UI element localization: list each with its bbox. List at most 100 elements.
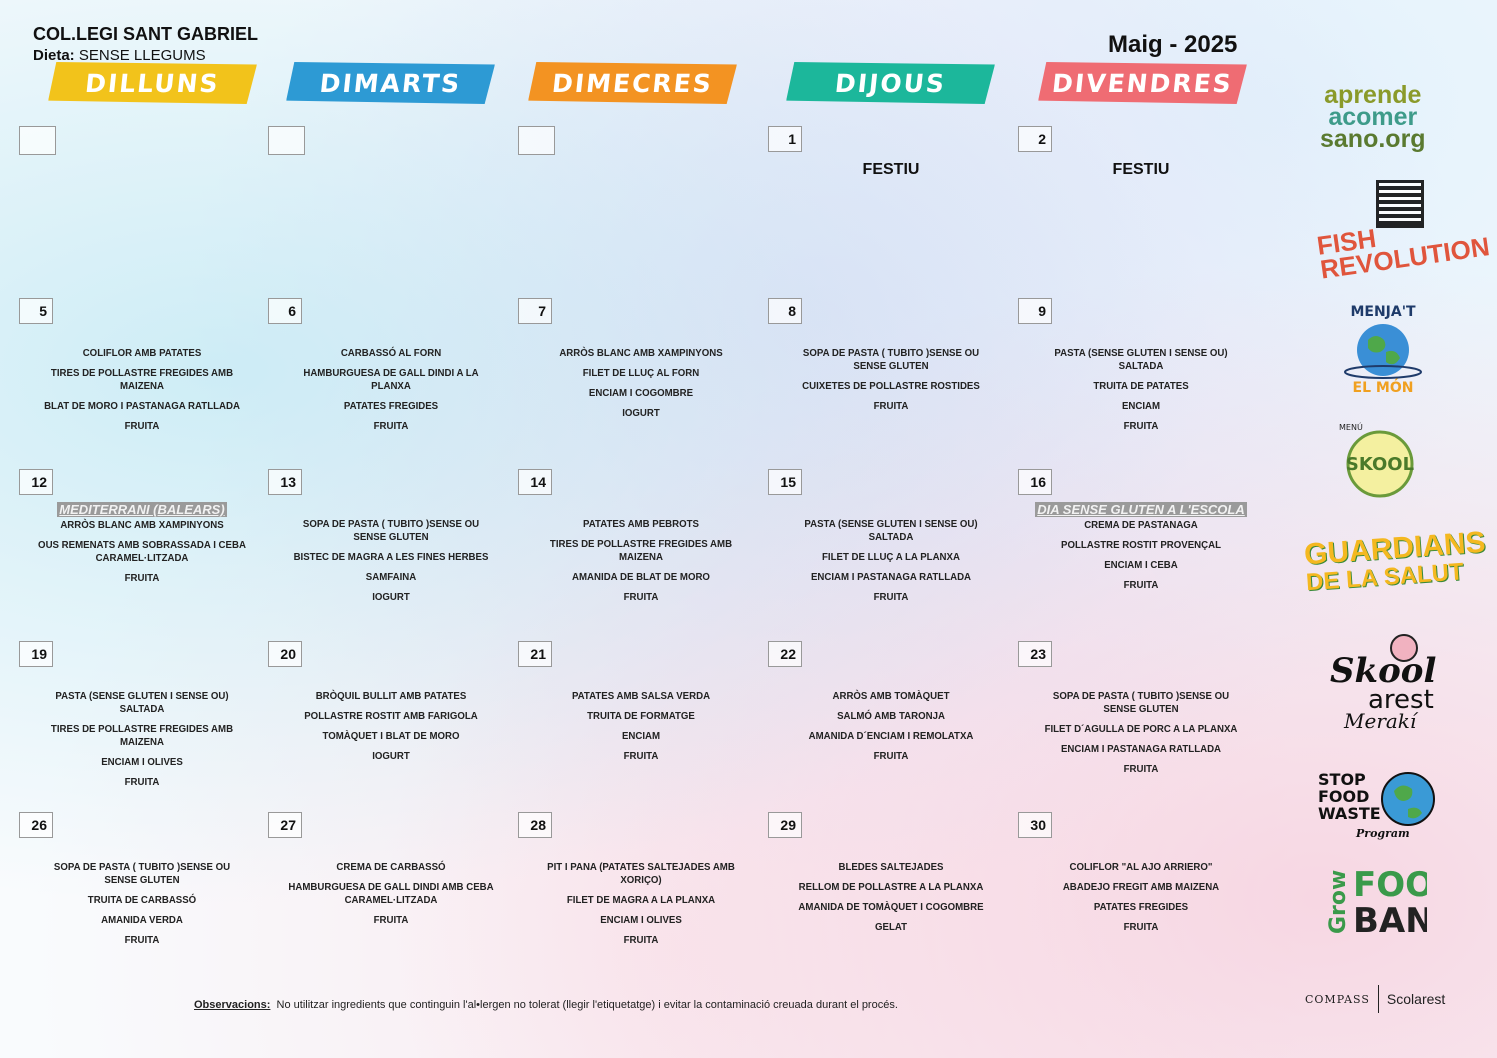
menu-dish: SOPA DE PASTA ( TUBITO )SENSE OU SENSE G… <box>53 861 231 886</box>
menu-dish: HAMBURGUESA DE GALL DINDI A LA PLANXA <box>303 367 479 392</box>
menu-dish: AMANIDA DE TOMÀQUET I COGOMBRE <box>798 901 984 913</box>
day-header-dilluns: DILLUNS <box>48 62 257 104</box>
menu-dish: SAMFAINA <box>365 571 417 583</box>
day-menu: PASTA (SENSE GLUTEN I SENSE OU) SALTADA F… <box>776 518 1006 611</box>
day-menu: BRÒQUIL BULLIT AMB PATATES POLLASTRE ROST… <box>276 690 506 770</box>
menu-dish: FRUITA <box>623 591 659 603</box>
day-menu: PASTA (SENSE GLUTEN I SENSE OU) SALTADA T… <box>1026 347 1256 440</box>
day-number-box: 30 <box>1018 812 1052 838</box>
qr-code-icon[interactable] <box>1376 180 1424 228</box>
day-menu: ARRÒS AMB TOMÀQUET SALMÓ AMB TARONJA AMANI… <box>776 690 1006 770</box>
day-number-box: 6 <box>268 298 302 324</box>
menu-dish: ARRÒS AMB TOMÀQUET <box>832 690 950 702</box>
menu-dish: CREMA DE CARBASSÓ <box>336 861 446 873</box>
logo-text: FOOD <box>1353 865 1427 905</box>
menu-skool-logo: MENÚ SKOOL <box>1335 420 1425 500</box>
day-menu: PASTA (SENSE GLUTEN I SENSE OU) SALTADA T… <box>27 690 257 796</box>
day-number-box: 13 <box>268 469 302 495</box>
day-menu: SOPA DE PASTA ( TUBITO )SENSE OU SENSE G… <box>27 861 257 954</box>
compass-scolarest-logo: COMPASS Scolarest <box>1305 985 1445 1013</box>
menu-dish: BLAT DE MORO I PASTANAGA RATLLADA <box>44 400 240 412</box>
fish-revolution-logo: FISH REVOLUTION <box>1315 210 1491 285</box>
holiday-label: FESTIU <box>1112 161 1170 178</box>
day-number-box: 20 <box>268 641 302 667</box>
logo-text: EL MÓN <box>1353 378 1414 396</box>
menu-dish: ARRÒS BLANC AMB XAMPINYONS <box>60 519 224 531</box>
observations-text: No utilitzar ingredients que continguin … <box>276 999 898 1011</box>
menu-dish: CARBASSÓ AL FORN <box>340 347 442 359</box>
menu-dish: FRUITA <box>124 420 160 432</box>
holiday-label: FESTIU <box>862 161 920 178</box>
day-menu: BLEDES SALTEJADES RELLOM DE POLLASTRE A L… <box>776 861 1006 941</box>
day-number-box: 5 <box>19 298 53 324</box>
menu-dish: TRUITA DE FORMATGE <box>587 710 695 722</box>
month-title: Maig - 2025 <box>1108 31 1238 58</box>
theme-day-label: DIA SENSE GLUTEN A L'ESCOLA <box>1035 502 1247 517</box>
day-menu: DIA SENSE GLUTEN A L'ESCOLA CREMA DE PAST… <box>1026 502 1256 599</box>
day-menu: COLIFLOR AMB PATATES TIRES DE POLLASTRE F… <box>27 347 257 440</box>
day-number-box: 2 <box>1018 126 1052 152</box>
menu-dish: OUS REMENATS AMB SOBRASSADA I CEBA CARAM… <box>38 539 246 564</box>
logo-text: MENÚ <box>1339 421 1363 432</box>
day-number-box: 12 <box>19 469 53 495</box>
day-menu: PATATES AMB PEBROTS TIRES DE POLLASTRE FR… <box>526 518 756 611</box>
menu-dish: AMANIDA DE BLAT DE MORO <box>572 571 710 583</box>
menu-dish: TIRES DE POLLASTRE FREGIDES AMB MAIZENA <box>549 538 733 563</box>
day-number-box: 28 <box>518 812 552 838</box>
menjat-el-mon-logo: MENJA'T EL MÓN <box>1328 300 1438 396</box>
day-header-dimarts: DIMARTS <box>286 62 495 104</box>
menu-dish: ENCIAM I OLIVES <box>101 756 183 768</box>
menu-dish: TOMÀQUET I BLAT DE MORO <box>322 730 460 742</box>
day-menu: ARRÒS BLANC AMB XAMPINYONS FILET DE LLUÇ … <box>526 347 756 427</box>
day-number-box: 15 <box>768 469 802 495</box>
day-number-box <box>268 126 305 155</box>
school-name: COL.LEGI SANT GABRIEL <box>33 24 258 44</box>
menu-dish: FILET DE LLUÇ A LA PLANXA <box>822 551 960 563</box>
day-number-box: 7 <box>518 298 552 324</box>
day-header-divendres: DIVENDRES <box>1038 62 1247 104</box>
menu-dish: TRUITA DE PATATES <box>1093 380 1189 392</box>
menu-dish: FILET DE LLUÇ AL FORN <box>582 367 700 379</box>
menu-dish: AMANIDA D´ENCIAM I REMOLATXA <box>808 730 974 742</box>
menu-dish: FRUITA <box>1123 420 1159 432</box>
menu-dish: SALMÓ AMB TARONJA <box>837 710 945 722</box>
menu-dish: FRUITA <box>873 400 909 412</box>
day-menu: SOPA DE PASTA ( TUBITO )SENSE OU SENSE G… <box>1026 690 1256 783</box>
day-number-box: 26 <box>19 812 53 838</box>
menu-dish: AMANIDA VERDA <box>101 914 183 926</box>
menu-dish: CUIXETES DE POLLASTRE ROSTIDES <box>802 380 980 392</box>
menu-dish: HAMBURGUESA DE GALL DINDI AMB CEBA CARAM… <box>288 881 494 906</box>
menu-dish: COLIFLOR AMB PATATES <box>82 347 202 359</box>
day-menu: SOPA DE PASTA ( TUBITO )SENSE OU SENSE G… <box>776 347 1006 420</box>
menu-dish: RELLOM DE POLLASTRE A LA PLANXA <box>798 881 984 893</box>
skoolarest-meraki-logo: Skool arest Merakí <box>1322 632 1440 733</box>
guardians-de-la-salut-logo: GUARDIANS DE LA SALUT <box>1303 526 1488 598</box>
menu-dish: PATATES FREGIDES <box>1093 901 1189 913</box>
menu-dish: FRUITA <box>623 934 659 946</box>
logo-text: sano.org <box>1320 125 1426 153</box>
logo-text: Merakí <box>1343 709 1419 732</box>
menu-dish: ENCIAM <box>1121 400 1161 412</box>
menu-dish: PATATES FREGIDES <box>343 400 439 412</box>
menu-dish: PASTA (SENSE GLUTEN I SENSE OU) SALTADA <box>55 690 229 715</box>
day-header-dimecres: DIMECRES <box>528 62 737 104</box>
menu-dish: IOGURT <box>372 591 410 603</box>
menu-dish: ENCIAM I COGOMBRE <box>588 387 694 399</box>
day-menu: PATATES AMB SALSA VERDA TRUITA DE FORMATG… <box>526 690 756 770</box>
day-number-box: 29 <box>768 812 802 838</box>
day-number-box: 23 <box>1018 641 1052 667</box>
menu-dish: FRUITA <box>373 914 409 926</box>
menu-dish: ENCIAM <box>621 730 661 742</box>
day-number-box: 21 <box>518 641 552 667</box>
aprende-a-comer-sano-logo[interactable]: aprende acomer sano.org <box>1320 83 1426 153</box>
menu-dish: FILET D´AGULLA DE PORC A LA PLANXA <box>1044 723 1238 735</box>
menu-dish: SOPA DE PASTA ( TUBITO )SENSE OU SENSE G… <box>802 347 980 372</box>
menu-dish: BLEDES SALTEJADES <box>838 861 944 873</box>
menu-dish: FRUITA <box>1123 921 1159 933</box>
menu-dish: SOPA DE PASTA ( TUBITO )SENSE OU SENSE G… <box>302 518 480 543</box>
menu-dish: PIT I PANA (PATATES SALTEJADES AMB XORIÇ… <box>547 861 735 886</box>
menu-dish: FRUITA <box>1123 763 1159 775</box>
menu-dish: TIRES DE POLLASTRE FREGIDES AMB MAIZENA <box>50 367 234 392</box>
menu-dish: FRUITA <box>124 572 160 584</box>
menu-dish: FRUITA <box>124 776 160 788</box>
